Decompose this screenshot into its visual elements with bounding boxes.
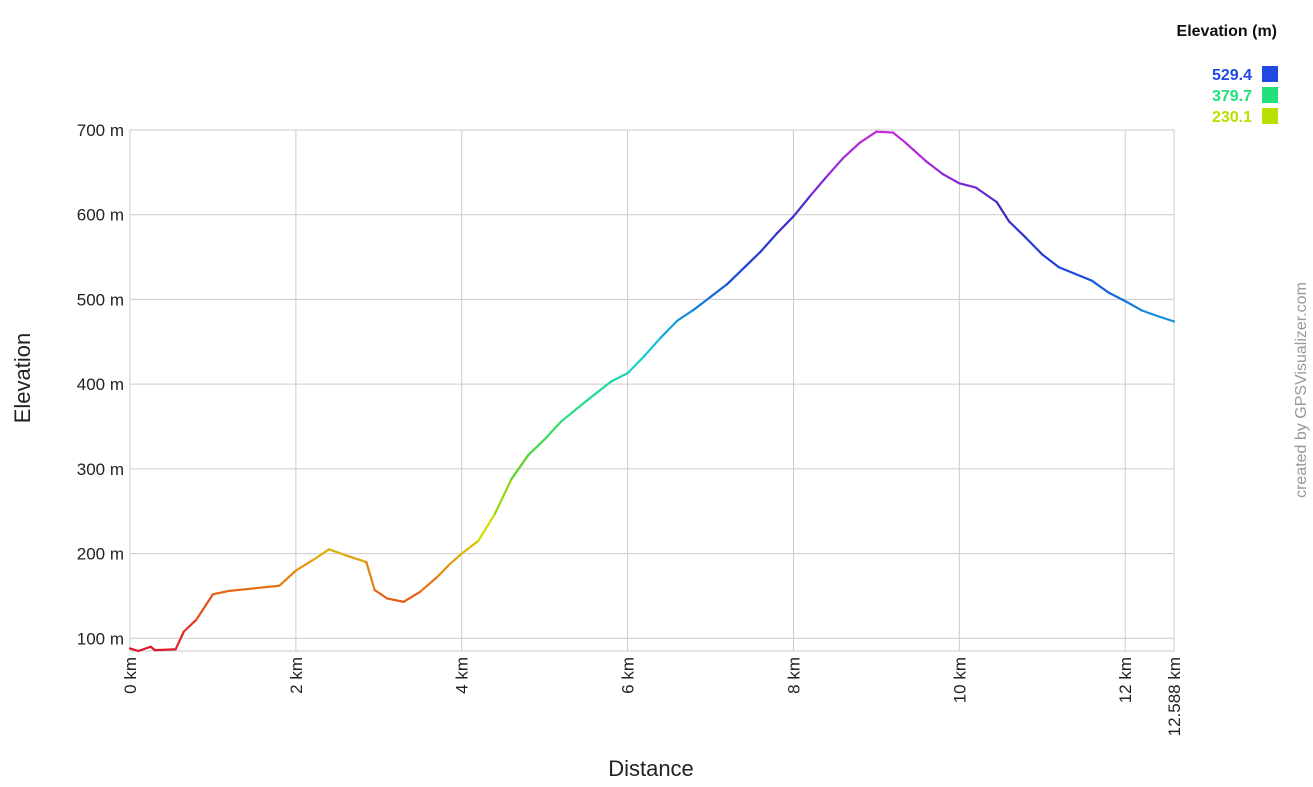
profile-segment bbox=[477, 512, 497, 542]
profile-segment bbox=[1008, 220, 1027, 239]
profile-segment bbox=[327, 548, 347, 557]
profile-segment bbox=[1157, 315, 1176, 323]
x-axis-label: Distance bbox=[608, 756, 694, 781]
profile-segment bbox=[875, 130, 895, 134]
profile-segment bbox=[128, 647, 140, 653]
y-axis-label: Elevation bbox=[10, 333, 35, 424]
profile-segment bbox=[825, 156, 845, 178]
profile-segment bbox=[435, 563, 451, 579]
y-tick-label: 300 m bbox=[77, 460, 124, 479]
profile-segment bbox=[974, 186, 998, 204]
profile-segment bbox=[195, 593, 215, 621]
profile-segment bbox=[792, 194, 812, 218]
profile-segment bbox=[891, 131, 907, 144]
profile-segment bbox=[858, 130, 878, 144]
x-tick-label: 10 km bbox=[950, 657, 969, 703]
profile-segment bbox=[261, 584, 281, 589]
profile-segment bbox=[1140, 309, 1160, 318]
profile-segment bbox=[174, 630, 186, 651]
x-tick-label: 12.588 km bbox=[1165, 657, 1184, 736]
profile-segment bbox=[294, 559, 314, 572]
y-tick-label: 700 m bbox=[77, 121, 124, 140]
profile-segment bbox=[373, 588, 389, 600]
profile-segment bbox=[153, 648, 177, 652]
profile-segment bbox=[460, 539, 480, 555]
profile-segment bbox=[775, 215, 795, 235]
x-tick-label: 6 km bbox=[619, 657, 638, 694]
profile-segment bbox=[759, 232, 779, 254]
profile-segment bbox=[419, 576, 438, 593]
x-tick-label: 12 km bbox=[1116, 657, 1135, 703]
profile-segment bbox=[510, 454, 530, 481]
x-tick-label: 2 km bbox=[287, 657, 306, 694]
plot-area-border bbox=[129, 129, 1175, 652]
profile-segment bbox=[659, 319, 679, 339]
profile-segment bbox=[709, 283, 729, 298]
profile-segment bbox=[448, 552, 463, 566]
profile-segment bbox=[311, 548, 331, 562]
legend-items: 529.4 379.7 230.1 bbox=[1212, 66, 1278, 126]
profile-segment bbox=[643, 336, 662, 358]
profile-segment bbox=[692, 295, 712, 311]
legend-value: 379.7 bbox=[1212, 88, 1252, 105]
profile-segment bbox=[726, 266, 745, 286]
x-tick-label: 4 km bbox=[453, 657, 472, 694]
x-tick-label: 8 km bbox=[784, 657, 803, 694]
profile-segment bbox=[958, 182, 978, 189]
credit-text: created by GPSVisualizer.com bbox=[1293, 282, 1310, 498]
elevation-profile-line bbox=[128, 130, 1176, 653]
profile-segment bbox=[1057, 266, 1077, 276]
profile-segment bbox=[1090, 279, 1110, 294]
profile-segment bbox=[228, 588, 248, 592]
y-tick-label: 500 m bbox=[77, 290, 124, 309]
profile-segment bbox=[560, 399, 588, 423]
y-tick-label: 100 m bbox=[77, 629, 124, 648]
profile-segment bbox=[609, 372, 629, 383]
profile-segment bbox=[995, 200, 1011, 223]
legend-swatch bbox=[1262, 66, 1278, 82]
profile-segment bbox=[245, 586, 264, 591]
legend: Elevation (m) 529.4 379.7 230.1 bbox=[1177, 23, 1278, 126]
profile-segment bbox=[526, 438, 546, 457]
profile-segment bbox=[808, 175, 828, 198]
profile-segment bbox=[386, 597, 405, 603]
y-tick-label: 200 m bbox=[77, 545, 124, 564]
profile-segment bbox=[182, 618, 198, 633]
legend-value: 529.4 bbox=[1212, 67, 1252, 84]
profile-segment bbox=[211, 589, 231, 596]
profile-segment bbox=[137, 645, 152, 653]
profile-segment bbox=[941, 172, 961, 185]
x-tick-label: 0 km bbox=[121, 657, 140, 694]
legend-swatch bbox=[1262, 108, 1278, 124]
profile-segment bbox=[402, 590, 422, 603]
profile-segment bbox=[585, 380, 613, 403]
profile-segment bbox=[904, 141, 928, 163]
profile-segment bbox=[1107, 291, 1127, 303]
profile-segment bbox=[1024, 236, 1044, 256]
profile-segment bbox=[1124, 300, 1143, 312]
profile-segment bbox=[925, 160, 944, 176]
profile-segment bbox=[626, 355, 646, 375]
profile-segment bbox=[543, 420, 563, 441]
profile-segment bbox=[676, 308, 696, 322]
y-tick-label: 400 m bbox=[77, 375, 124, 394]
profile-segment bbox=[842, 141, 861, 160]
profile-segment bbox=[278, 569, 297, 587]
profile-segment bbox=[344, 554, 368, 564]
legend-swatch bbox=[1262, 87, 1278, 103]
legend-title: Elevation (m) bbox=[1177, 23, 1277, 40]
y-tick-label: 600 m bbox=[77, 206, 124, 225]
profile-segment bbox=[1074, 272, 1094, 282]
profile-segment bbox=[365, 560, 376, 592]
grid-lines bbox=[129, 129, 1175, 652]
profile-segment bbox=[1041, 253, 1060, 269]
x-axis-ticks: 0 km 2 km 4 km 6 km 8 km 10 km 12 km 12.588 km bbox=[121, 657, 1184, 736]
y-axis-ticks: 100 m 200 m 300 m 400 m 500 m 600 m 700 m bbox=[77, 121, 124, 648]
profile-segment bbox=[742, 250, 762, 270]
profile-segment bbox=[493, 477, 513, 515]
legend-value: 230.1 bbox=[1212, 109, 1252, 126]
